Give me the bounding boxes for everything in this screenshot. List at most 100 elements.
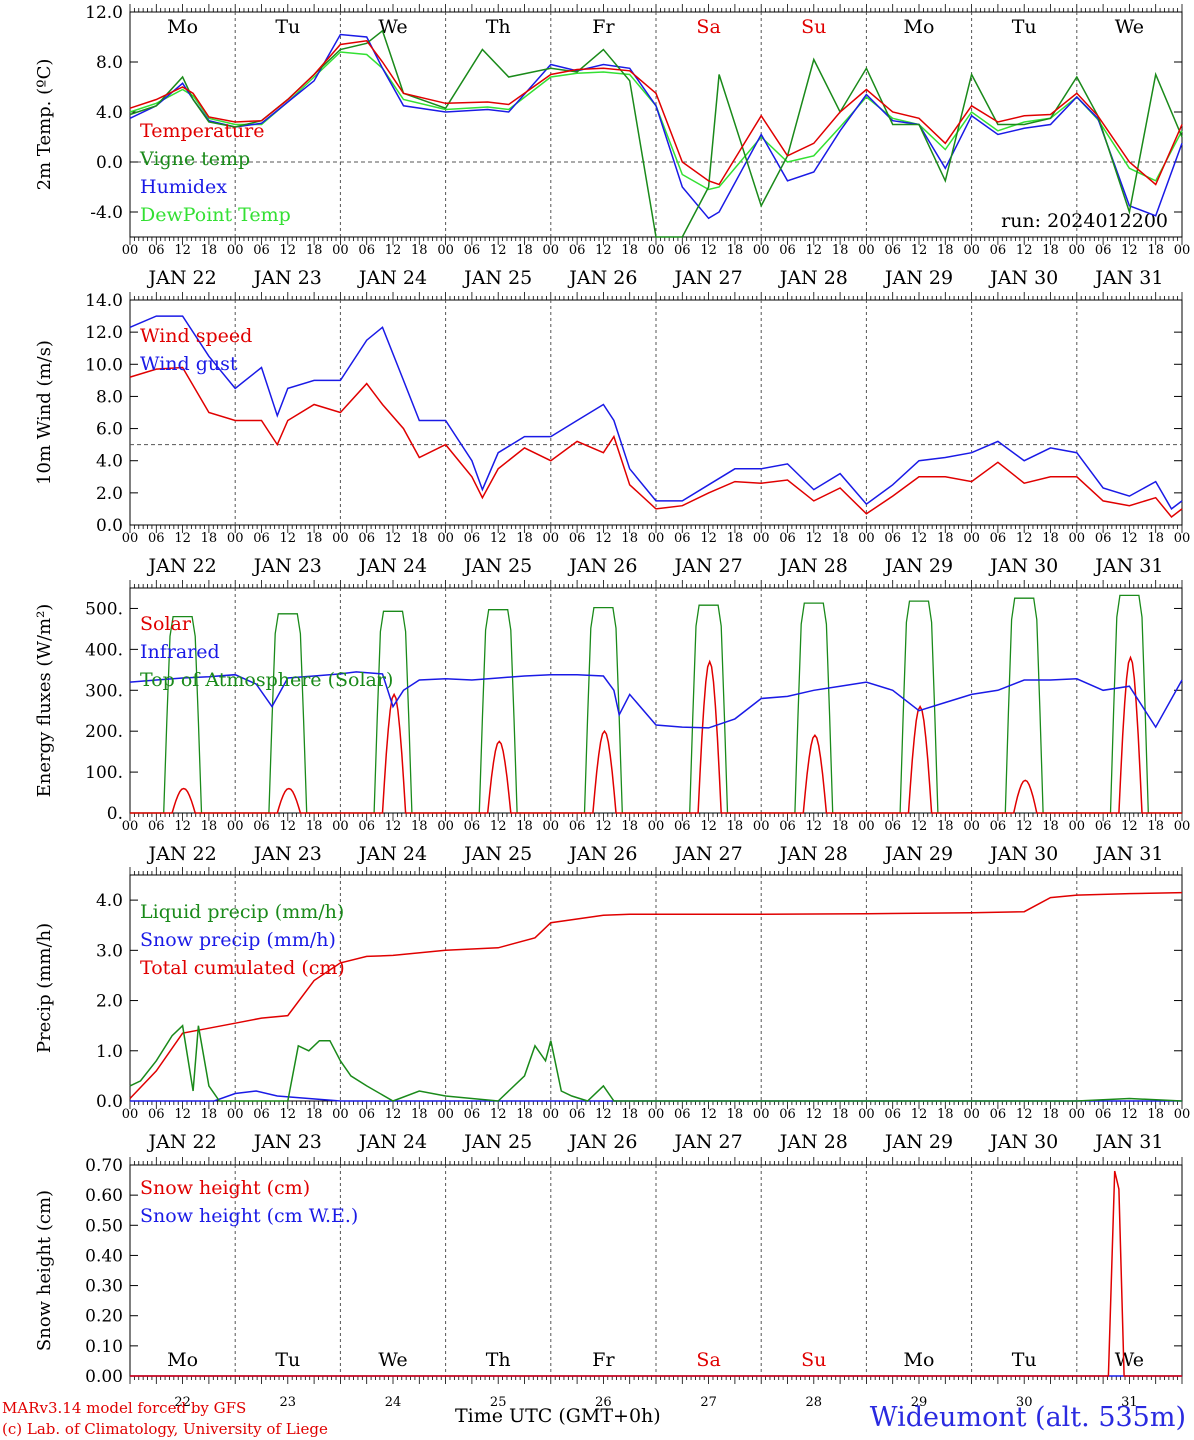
x-hour-label: 00 (543, 531, 560, 546)
x-hour-label: 18 (1042, 1107, 1059, 1122)
x-hour-label: 06 (884, 819, 901, 834)
y-tick-label: 300. (85, 681, 123, 701)
legend-entry: Vigne temp (139, 148, 250, 170)
x-date-label: JAN 27 (673, 843, 743, 865)
y-tick-label: 10.0 (85, 355, 123, 375)
x-hour-label: 00 (122, 531, 139, 546)
x-hour-label: 12 (806, 819, 823, 834)
x-hour-label: 18 (306, 819, 323, 834)
x-date-label: JAN 29 (883, 267, 953, 289)
x-hour-label: 12 (595, 819, 612, 834)
x-hour-label: 12 (385, 243, 402, 258)
x-hour-label: 06 (884, 1107, 901, 1122)
x-hour-label: 18 (516, 243, 533, 258)
x-hour-label: 18 (201, 531, 218, 546)
x-hour-label: 06 (779, 531, 796, 546)
series-line-liquid-precip-mm-h- (129, 1024, 1183, 1102)
y-tick-label: 3.0 (96, 941, 123, 961)
x-date-label: JAN 29 (883, 555, 953, 577)
x-hour-label: 18 (411, 531, 428, 546)
y-axis-label: 10m Wind (m/s) (34, 340, 55, 485)
y-tick-label: 0.50 (85, 1216, 123, 1236)
y-tick-label: -4.0 (90, 203, 123, 223)
x-hour-label: 06 (464, 531, 481, 546)
y-tick-label: 100. (85, 763, 123, 783)
day-name-label: Tu (275, 1349, 300, 1371)
y-tick-label: 0.0 (96, 516, 123, 536)
day-name-label: Sa (696, 16, 720, 38)
x-hour-label: 06 (990, 531, 1007, 546)
day-name-label: Mo (167, 1349, 198, 1371)
x-hour-label: 06 (569, 531, 586, 546)
x-hour-label: 00 (1174, 243, 1191, 258)
x-hour-label: 18 (727, 243, 744, 258)
x-hour-label: 06 (253, 819, 270, 834)
y-tick-label: 400. (85, 640, 123, 660)
x-date-label: JAN 25 (462, 555, 532, 577)
y-tick-label: 0.10 (85, 1337, 123, 1357)
legend-entry: Wind speed (140, 325, 252, 347)
x-date-label: JAN 27 (673, 267, 743, 289)
x-hour-label: 00 (753, 531, 770, 546)
x-date-label: JAN 27 (673, 555, 743, 577)
x-hour-label: 12 (1016, 1107, 1033, 1122)
x-hour-label: 06 (1095, 243, 1112, 258)
x-hour-label: 06 (779, 243, 796, 258)
day-name-label: Mo (904, 16, 935, 38)
x-date-label: JAN 31 (1093, 555, 1163, 577)
x-hour-label: 12 (595, 1107, 612, 1122)
x-hour-label: 12 (280, 1107, 297, 1122)
x-hour-label: 06 (464, 819, 481, 834)
x-hour-label: 12 (385, 819, 402, 834)
y-tick-label: 0.0 (96, 153, 123, 173)
x-hour-label: 06 (1095, 531, 1112, 546)
x-date-label: JAN 28 (778, 267, 848, 289)
x-date-label: JAN 25 (462, 843, 532, 865)
x-hour-label: 00 (648, 819, 665, 834)
x-hour-label: 18 (937, 819, 954, 834)
x-hour-label: 00 (648, 243, 665, 258)
x-hour-label: 00 (963, 243, 980, 258)
x-hour-label: 12 (490, 243, 507, 258)
x-date-label: JAN 23 (252, 267, 322, 289)
y-tick-label: 14.0 (85, 291, 123, 311)
day-name-label: Th (486, 16, 511, 38)
x-date-label: JAN 26 (567, 843, 637, 865)
x-hour-label: 18 (1147, 1107, 1164, 1122)
x-hour-label: 06 (464, 1107, 481, 1122)
day-number-label: 28 (806, 1395, 823, 1410)
x-hour-label: 18 (306, 1107, 323, 1122)
x-hour-label: 12 (700, 1107, 717, 1122)
legend-entry: Total cumulated (cm) (140, 957, 345, 979)
day-name-label: Sa (696, 1349, 720, 1371)
x-hour-label: 00 (1174, 531, 1191, 546)
day-name-label: Su (801, 1349, 826, 1371)
x-date-label: JAN 30 (988, 267, 1058, 289)
x-hour-label: 00 (858, 819, 875, 834)
legend-entry: Snow height (cm) (140, 1177, 310, 1199)
x-hour-label: 18 (621, 531, 638, 546)
x-hour-label: 00 (753, 243, 770, 258)
x-hour-label: 18 (937, 1107, 954, 1122)
day-name-label: Su (801, 16, 826, 38)
x-hour-label: 12 (280, 819, 297, 834)
x-hour-label: 06 (990, 243, 1007, 258)
x-hour-label: 18 (832, 243, 849, 258)
x-date-label: JAN 24 (357, 555, 427, 577)
x-hour-label: 06 (569, 1107, 586, 1122)
x-hour-label: 00 (963, 819, 980, 834)
x-hour-label: 00 (227, 1107, 244, 1122)
x-hour-label: 00 (1174, 1107, 1191, 1122)
x-date-label: JAN 25 (462, 267, 532, 289)
day-number-label: 30 (1016, 1395, 1033, 1410)
x-hour-label: 12 (911, 1107, 928, 1122)
legend-entry: Temperature (140, 120, 264, 142)
x-date-label: JAN 28 (778, 1131, 848, 1153)
x-hour-label: 06 (1095, 1107, 1112, 1122)
legend-entry: Liquid precip (mm/h) (140, 901, 344, 923)
x-hour-label: 00 (332, 1107, 349, 1122)
y-tick-label: 4.0 (96, 103, 123, 123)
legend-entry: Humidex (140, 176, 227, 198)
day-name-label: Tu (1012, 1349, 1037, 1371)
